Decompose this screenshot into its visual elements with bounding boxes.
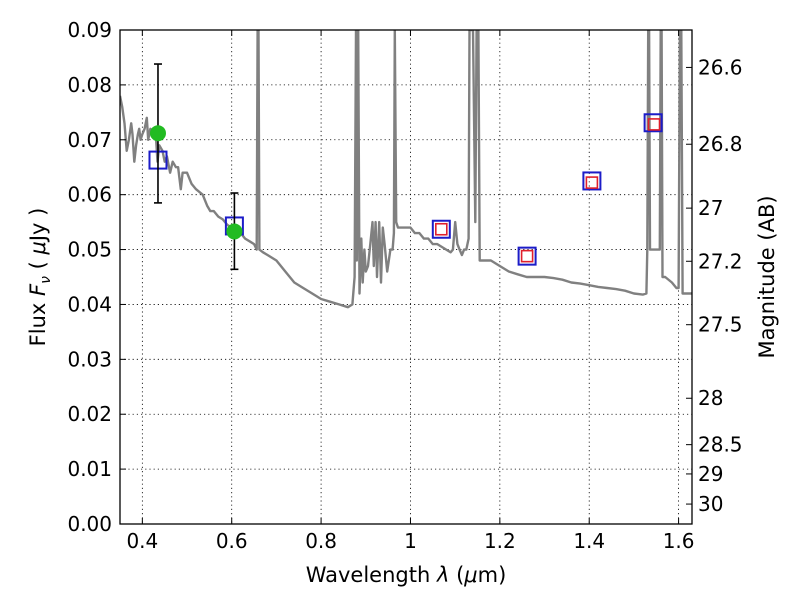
y-tick-label: 0.07 (67, 128, 112, 152)
observed-nir-square (647, 118, 661, 131)
model-photometry-square (582, 171, 602, 191)
mag-tick-label: 26.6 (698, 55, 743, 79)
x-tick-label: 0.6 (216, 529, 248, 553)
mag-tick-label: 28 (698, 386, 723, 410)
model-photometry-square (431, 219, 451, 239)
mag-tick-label: 27.2 (698, 249, 743, 273)
y-tick-label: 0.08 (67, 73, 112, 97)
observed-nir-square (435, 222, 448, 236)
axes-ticks: 0.4 0.6 0.8 1 1.2 1.4 1.6 0.00 0.01 0.02 0.03 0.04 0… (67, 18, 742, 553)
mag-tick-label: 28.5 (698, 433, 743, 457)
y-tick-label: 0.03 (67, 347, 112, 371)
x-tick-label: 1.2 (484, 529, 516, 553)
grid (120, 30, 692, 524)
mag-tick-label: 30 (698, 492, 723, 516)
mag-tick-label: 27.5 (698, 313, 743, 337)
y-tick-label: 0.00 (67, 512, 112, 536)
y-tick-label: 0.05 (67, 238, 112, 262)
model-photometry-square (517, 246, 537, 266)
mag-tick-label: 26.8 (698, 132, 743, 156)
y-tick-label: 0.04 (67, 292, 112, 316)
observed-nir-square (520, 249, 534, 263)
y-tick-label: 0.06 (67, 183, 112, 207)
y-tick-label: 0.09 (67, 18, 112, 42)
mag-tick-label: 27 (698, 196, 723, 220)
y2-axis-label: Magnitude (AB) (755, 195, 779, 358)
model-spectrum-line (120, 30, 692, 309)
y-axis-label: Flux Fν ( μJy ) (26, 208, 54, 347)
y-tick-label: 0.01 (67, 457, 112, 481)
observed-nir-square (585, 176, 599, 189)
mag-tick-label: 29 (698, 462, 723, 486)
observed-optical-point (149, 125, 166, 142)
plot-area (120, 30, 692, 309)
x-axis-label: Wavelength λ (μm) (306, 563, 507, 587)
x-tick-label: 0.4 (126, 529, 158, 553)
x-tick-label: 1.6 (663, 529, 695, 553)
model-photometry-square (643, 113, 663, 133)
x-tick-label: 0.8 (305, 529, 337, 553)
y-tick-label: 0.02 (67, 402, 112, 426)
observed-optical-point (226, 223, 243, 240)
x-tick-label: 1.4 (573, 529, 605, 553)
x-tick-label: 1 (404, 529, 417, 553)
plot-frame (119, 29, 693, 525)
